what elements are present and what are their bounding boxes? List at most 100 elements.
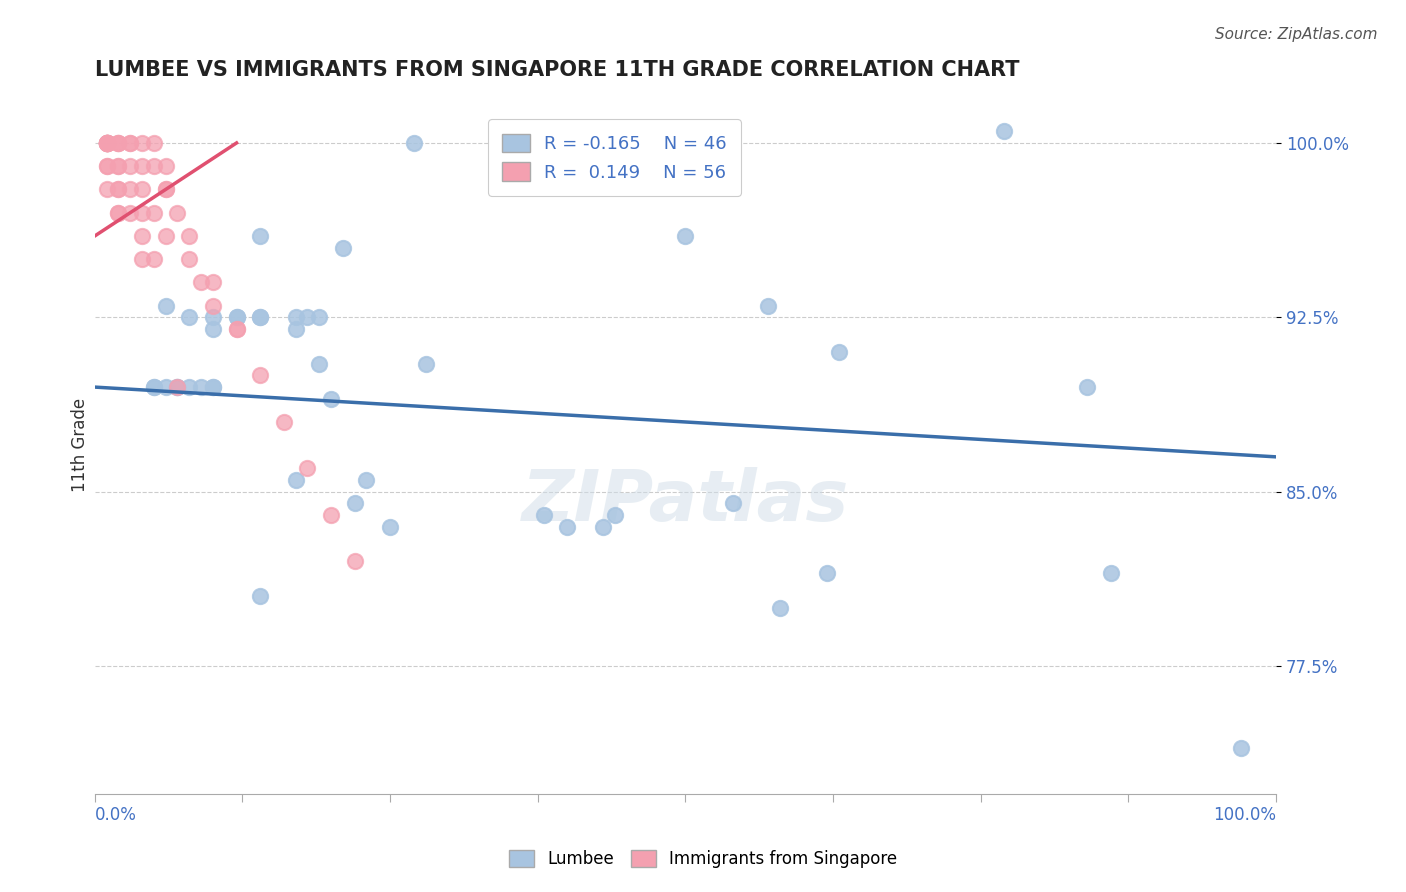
Point xyxy=(225,322,247,336)
Point xyxy=(131,205,153,219)
Point xyxy=(308,310,330,325)
Point xyxy=(769,601,792,615)
Point xyxy=(96,136,118,150)
Point xyxy=(190,276,212,290)
Point xyxy=(131,229,153,244)
Text: Source: ZipAtlas.com: Source: ZipAtlas.com xyxy=(1215,27,1378,42)
Point xyxy=(96,159,118,173)
Text: LUMBEE VS IMMIGRANTS FROM SINGAPORE 11TH GRADE CORRELATION CHART: LUMBEE VS IMMIGRANTS FROM SINGAPORE 11TH… xyxy=(94,60,1019,79)
Point xyxy=(107,159,129,173)
Point xyxy=(201,310,224,325)
Point xyxy=(142,136,165,150)
Point xyxy=(1099,566,1122,581)
Point xyxy=(107,159,129,173)
Point xyxy=(249,310,271,325)
Point xyxy=(179,229,201,244)
Point xyxy=(284,473,307,487)
Point xyxy=(107,182,129,196)
Point xyxy=(142,205,165,219)
Point xyxy=(179,310,201,325)
Point xyxy=(756,299,779,313)
Point xyxy=(378,519,401,533)
Point xyxy=(131,182,153,196)
Text: 100.0%: 100.0% xyxy=(1213,805,1277,823)
Point xyxy=(96,136,118,150)
Point xyxy=(96,136,118,150)
Point xyxy=(142,380,165,394)
Point xyxy=(225,310,247,325)
Point xyxy=(1076,380,1098,394)
Point xyxy=(107,136,129,150)
Point xyxy=(107,136,129,150)
Point xyxy=(319,392,342,406)
Point xyxy=(96,136,118,150)
Point xyxy=(190,380,212,394)
Point xyxy=(319,508,342,522)
Point xyxy=(284,310,307,325)
Point xyxy=(155,159,177,173)
Point xyxy=(107,205,129,219)
Point xyxy=(343,496,366,510)
Text: 0.0%: 0.0% xyxy=(94,805,136,823)
Point xyxy=(284,322,307,336)
Point xyxy=(1229,740,1251,755)
Point xyxy=(96,159,118,173)
Point xyxy=(131,159,153,173)
Point xyxy=(828,345,851,359)
Legend: R = -0.165    N = 46, R =  0.149    N = 56: R = -0.165 N = 46, R = 0.149 N = 56 xyxy=(488,120,741,196)
Point xyxy=(155,182,177,196)
Point xyxy=(603,508,626,522)
Point xyxy=(96,136,118,150)
Point xyxy=(356,473,378,487)
Point xyxy=(415,357,437,371)
Legend: Lumbee, Immigrants from Singapore: Lumbee, Immigrants from Singapore xyxy=(502,843,904,875)
Point xyxy=(249,310,271,325)
Point xyxy=(142,252,165,267)
Point xyxy=(107,182,129,196)
Point xyxy=(166,380,188,394)
Point xyxy=(249,368,271,383)
Point xyxy=(343,554,366,568)
Point xyxy=(225,310,247,325)
Point xyxy=(402,136,425,150)
Point xyxy=(155,299,177,313)
Point xyxy=(96,136,118,150)
Point xyxy=(675,229,697,244)
Point xyxy=(96,136,118,150)
Point xyxy=(592,519,614,533)
Point xyxy=(120,136,142,150)
Point xyxy=(155,380,177,394)
Point xyxy=(179,252,201,267)
Point xyxy=(155,229,177,244)
Point xyxy=(120,182,142,196)
Point xyxy=(533,508,555,522)
Point xyxy=(131,252,153,267)
Point xyxy=(155,182,177,196)
Point xyxy=(555,519,578,533)
Point xyxy=(166,380,188,394)
Point xyxy=(201,276,224,290)
Point xyxy=(297,461,319,475)
Point xyxy=(131,136,153,150)
Point xyxy=(815,566,838,581)
Point xyxy=(120,159,142,173)
Point xyxy=(225,322,247,336)
Point xyxy=(96,136,118,150)
Point xyxy=(332,241,354,255)
Point xyxy=(201,299,224,313)
Point xyxy=(721,496,744,510)
Text: ZIPatlas: ZIPatlas xyxy=(522,467,849,535)
Point xyxy=(249,590,271,604)
Point xyxy=(107,205,129,219)
Point xyxy=(179,380,201,394)
Point xyxy=(107,136,129,150)
Point xyxy=(308,357,330,371)
Point xyxy=(96,136,118,150)
Point xyxy=(142,159,165,173)
Point xyxy=(166,205,188,219)
Point xyxy=(273,415,295,429)
Point xyxy=(249,229,271,244)
Point xyxy=(120,205,142,219)
Point xyxy=(120,136,142,150)
Point xyxy=(96,182,118,196)
